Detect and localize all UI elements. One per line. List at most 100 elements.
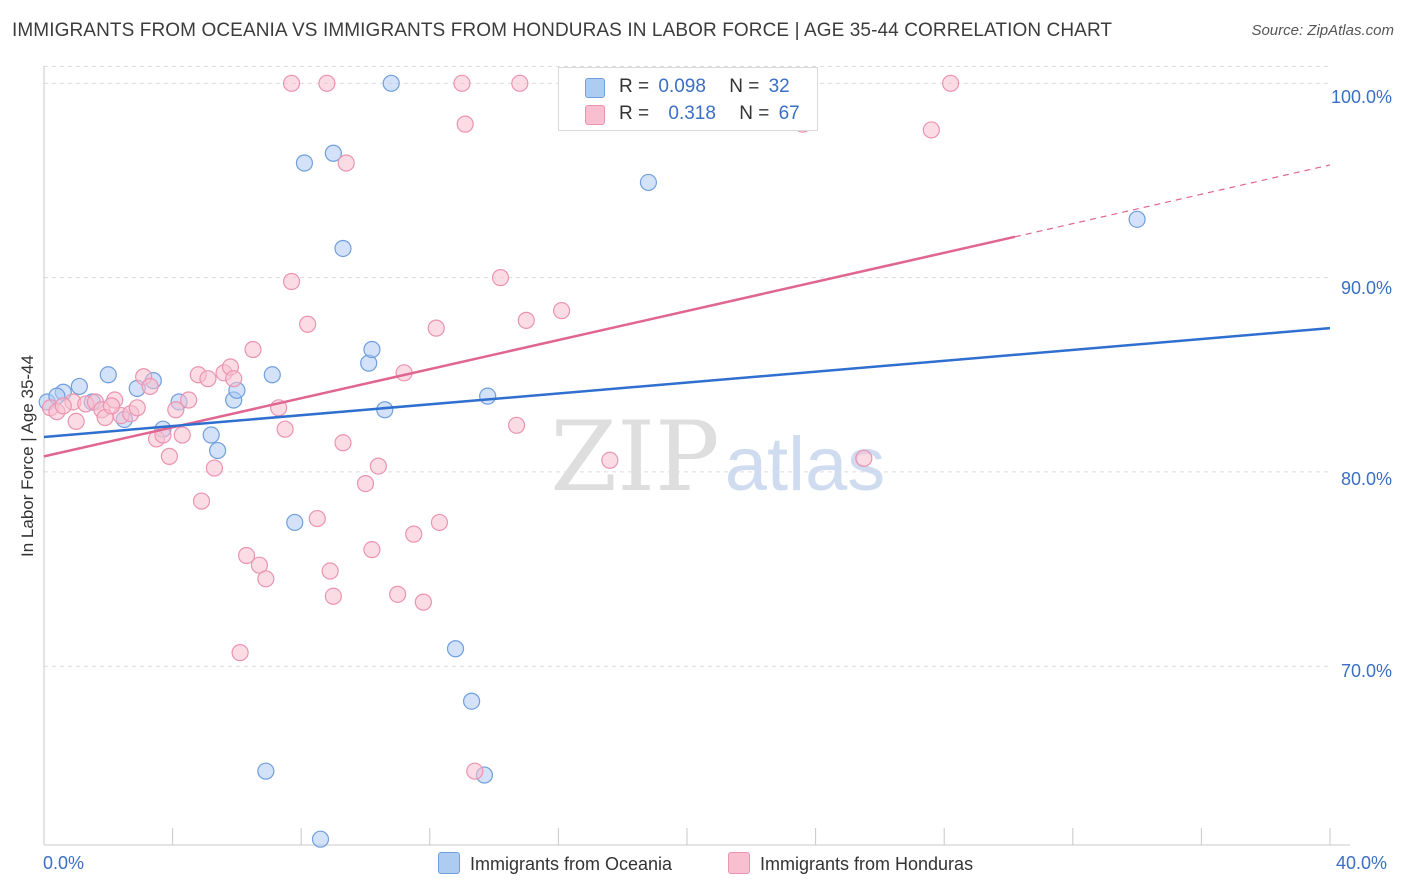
point-honduras — [363, 541, 381, 559]
point-honduras — [141, 377, 159, 396]
point-oceania — [70, 377, 88, 396]
point-honduras — [855, 449, 873, 467]
point-honduras — [405, 525, 423, 543]
point-honduras — [54, 397, 72, 415]
point-honduras — [337, 154, 355, 172]
legend-r-label: R = — [619, 103, 650, 124]
point-oceania — [639, 173, 658, 192]
point-honduras — [173, 426, 191, 444]
point-honduras — [414, 593, 432, 611]
point-oceania — [479, 387, 497, 405]
x-tick-label-min: 0.0% — [43, 853, 85, 873]
legend-n-value: 32 — [768, 76, 790, 97]
legend-item-oceania: Immigrants from Oceania — [438, 852, 672, 876]
point-honduras — [389, 585, 407, 603]
point-honduras — [276, 420, 294, 438]
point-oceania — [1128, 210, 1146, 228]
legend-r-value: 0.098 — [658, 76, 706, 97]
trendline-oceania — [43, 326, 1331, 439]
legend-row-honduras: R = 0.318 N = 67 — [585, 103, 800, 127]
legend-r-value: 0.318 — [668, 103, 716, 124]
point-oceania — [263, 366, 281, 384]
point-honduras — [553, 302, 571, 320]
point-honduras — [508, 416, 526, 434]
point-honduras — [321, 562, 339, 580]
point-honduras — [244, 340, 262, 359]
point-honduras — [922, 121, 940, 139]
legend-n-label: N = — [729, 76, 760, 97]
point-honduras — [180, 391, 198, 409]
point-oceania — [286, 513, 304, 532]
point-oceania — [99, 366, 117, 384]
point-honduras — [167, 401, 185, 419]
legend-n-value: 67 — [778, 103, 800, 124]
y-tick-label-100: 100.0% — [1330, 87, 1392, 107]
point-honduras — [282, 74, 301, 92]
series-honduras-points — [41, 74, 960, 780]
trendline-honduras — [43, 235, 1016, 458]
legend-swatch-oceania — [438, 852, 460, 874]
point-oceania — [295, 154, 314, 172]
trendline-honduras-extension — [1014, 164, 1331, 238]
point-honduras — [128, 399, 146, 417]
point-oceania — [334, 239, 352, 258]
legend-r-label: R = — [619, 76, 650, 97]
point-honduras — [511, 74, 529, 92]
point-honduras — [225, 370, 243, 388]
legend-swatch-honduras — [585, 105, 605, 125]
x-tick-label-max: 40.0% — [1336, 853, 1388, 873]
legend-swatch-oceania — [585, 78, 605, 98]
point-oceania — [382, 74, 400, 92]
legend-item-honduras: Immigrants from Honduras — [728, 852, 973, 876]
point-oceania — [257, 762, 275, 780]
point-oceania — [202, 426, 220, 444]
point-oceania — [324, 144, 342, 162]
chart-title: IMMIGRANTS FROM OCEANIA VS IMMIGRANTS FR… — [12, 20, 1113, 41]
watermark: ZIP atlas — [550, 401, 885, 513]
series-oceania-points — [38, 74, 1146, 848]
point-honduras — [517, 311, 535, 329]
point-honduras — [257, 570, 275, 588]
point-honduras — [356, 474, 375, 493]
y-tick-label-70: 70.0% — [1340, 661, 1392, 681]
y-tick-label-80: 80.0% — [1340, 469, 1392, 489]
point-honduras — [318, 74, 336, 92]
point-honduras — [237, 546, 256, 565]
point-honduras — [466, 762, 484, 780]
point-honduras — [67, 412, 85, 431]
point-honduras — [334, 434, 352, 452]
point-oceania — [363, 340, 381, 359]
point-honduras — [942, 74, 960, 92]
point-honduras — [192, 492, 211, 510]
point-honduras — [430, 513, 449, 532]
point-honduras — [308, 509, 326, 528]
point-honduras — [369, 457, 387, 475]
point-honduras — [282, 272, 301, 291]
trend-lines — [43, 164, 1331, 458]
source-label: Source: ZipAtlas.com — [1251, 22, 1394, 39]
stats-legend: R = 0.098 N = 32 R = 0.318 N = 67 — [558, 67, 818, 131]
point-oceania — [209, 441, 227, 460]
point-honduras — [160, 447, 178, 465]
point-oceania — [446, 640, 465, 658]
point-honduras — [324, 587, 342, 605]
point-honduras — [456, 115, 474, 133]
point-honduras — [453, 74, 471, 92]
point-oceania — [311, 830, 330, 848]
legend-label-oceania: Immigrants from Oceania — [470, 854, 673, 874]
watermark-zip: ZIP — [550, 401, 719, 513]
point-honduras — [231, 644, 249, 662]
point-honduras — [601, 451, 619, 469]
legend-row-oceania: R = 0.098 N = 32 — [585, 76, 790, 100]
point-honduras — [299, 315, 317, 333]
legend-label-honduras: Immigrants from Honduras — [760, 854, 974, 874]
point-honduras — [427, 319, 445, 337]
point-honduras — [205, 459, 223, 477]
point-honduras — [102, 397, 121, 415]
point-honduras — [491, 269, 510, 287]
point-oceania — [462, 692, 481, 710]
y-tick-label-90: 90.0% — [1340, 278, 1392, 298]
legend-n-label: N = — [739, 103, 770, 124]
legend-swatch-honduras — [728, 852, 750, 874]
